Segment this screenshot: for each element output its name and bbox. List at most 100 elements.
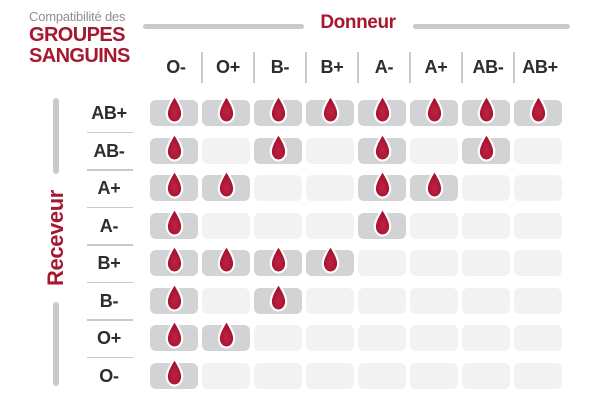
compatibility-cell bbox=[306, 137, 354, 164]
compatibility-cell bbox=[306, 244, 354, 276]
compatibility-cell bbox=[358, 325, 406, 351]
blood-drop-icon bbox=[477, 132, 495, 162]
donor-header: A- bbox=[374, 57, 394, 77]
compatibility-cell bbox=[358, 132, 406, 164]
compatibility-cell bbox=[514, 250, 562, 276]
donor-header: B+ bbox=[320, 57, 344, 77]
receiver-axis-label-wrap: Receveur bbox=[30, 184, 82, 292]
compatibility-cell bbox=[358, 362, 406, 389]
compatibility-cell bbox=[254, 132, 302, 164]
compatibility-cell bbox=[410, 362, 458, 389]
receiver-label: B- bbox=[99, 290, 119, 311]
compatibility-cell bbox=[410, 325, 458, 351]
receiver-axis-rule-top bbox=[53, 98, 59, 174]
column-separator bbox=[201, 52, 203, 83]
donor-header: O+ bbox=[216, 57, 240, 77]
compatibility-cell bbox=[150, 132, 198, 164]
blood-drop-icon bbox=[425, 94, 443, 124]
compatibility-cell bbox=[202, 362, 250, 389]
compatibility-cell bbox=[254, 244, 302, 276]
compatibility-cell bbox=[202, 287, 250, 314]
chart-title-block: Compatibilité des GROUPES SANGUINS bbox=[29, 9, 130, 67]
row-separator bbox=[87, 131, 133, 133]
donor-header: B- bbox=[270, 57, 290, 77]
compatibility-cell bbox=[358, 250, 406, 276]
donor-axis-rule-right bbox=[413, 24, 570, 29]
blood-drop-icon bbox=[217, 169, 235, 199]
receiver-axis-rule-bottom bbox=[53, 302, 59, 386]
donor-header: AB+ bbox=[522, 57, 558, 77]
compatibility-cell bbox=[462, 132, 510, 164]
compatibility-cell bbox=[514, 175, 562, 201]
blood-drop-icon bbox=[477, 94, 495, 124]
row-separator bbox=[87, 244, 133, 246]
compatibility-cell bbox=[202, 212, 250, 239]
blood-drop-icon bbox=[373, 132, 391, 162]
compatibility-cell bbox=[306, 212, 354, 239]
column-separator bbox=[253, 52, 255, 83]
compatibility-cell bbox=[462, 212, 510, 239]
row-separator bbox=[87, 319, 133, 321]
donor-header: O- bbox=[166, 57, 186, 77]
compatibility-cell bbox=[514, 362, 562, 389]
compatibility-cell bbox=[462, 250, 510, 276]
compatibility-cell bbox=[410, 94, 458, 126]
compatibility-cell bbox=[202, 94, 250, 126]
compatibility-cell bbox=[410, 169, 458, 201]
compatibility-cell bbox=[254, 212, 302, 239]
row-separator bbox=[87, 206, 133, 208]
compatibility-cell bbox=[202, 169, 250, 201]
blood-drop-icon bbox=[269, 282, 287, 312]
blood-drop-icon bbox=[321, 244, 339, 274]
title-line2: SANGUINS bbox=[29, 45, 130, 67]
column-separator bbox=[305, 52, 307, 83]
compatibility-cell bbox=[306, 94, 354, 126]
compatibility-cell bbox=[150, 94, 198, 126]
receiver-label: A+ bbox=[97, 178, 121, 198]
compatibility-cell bbox=[306, 362, 354, 389]
compatibility-cell bbox=[254, 362, 302, 389]
donor-axis-rule-left bbox=[143, 24, 304, 29]
compatibility-cell bbox=[358, 207, 406, 239]
receiver-label: AB- bbox=[93, 140, 125, 161]
donor-axis-label: Donneur bbox=[320, 12, 396, 33]
compatibility-cell bbox=[150, 169, 198, 201]
compatibility-cell bbox=[462, 94, 510, 126]
compatibility-cell bbox=[514, 325, 562, 351]
column-separator bbox=[409, 52, 411, 83]
compatibility-cell bbox=[254, 94, 302, 126]
compatibility-cell bbox=[202, 137, 250, 164]
compatibility-cell bbox=[358, 94, 406, 126]
row-separator bbox=[87, 281, 133, 283]
blood-drop-icon bbox=[165, 207, 183, 237]
compatibility-cell bbox=[150, 207, 198, 239]
compatibility-cell bbox=[514, 137, 562, 164]
compatibility-cell bbox=[150, 244, 198, 276]
compatibility-cell bbox=[410, 287, 458, 314]
column-separator bbox=[357, 52, 359, 83]
compatibility-cell bbox=[514, 212, 562, 239]
compatibility-cell bbox=[150, 282, 198, 314]
donor-column-headers: O- O+ B- B+ A- A+ AB- AB+ bbox=[150, 52, 566, 84]
row-separator bbox=[87, 356, 133, 358]
receiver-label: A- bbox=[99, 215, 119, 236]
compatibility-cell bbox=[202, 244, 250, 276]
compatibility-cell bbox=[462, 362, 510, 389]
blood-drop-icon bbox=[165, 282, 183, 312]
blood-drop-icon bbox=[269, 94, 287, 124]
blood-drop-icon bbox=[217, 319, 235, 349]
blood-drop-icon bbox=[529, 94, 547, 124]
blood-drop-icon bbox=[165, 169, 183, 199]
column-separator bbox=[461, 52, 463, 83]
compatibility-cell bbox=[514, 287, 562, 314]
compatibility-cell bbox=[306, 287, 354, 314]
row-separator bbox=[87, 169, 133, 171]
compatibility-cell bbox=[150, 357, 198, 389]
compatibility-cell bbox=[358, 169, 406, 201]
compatibility-cell bbox=[462, 175, 510, 201]
title-eyebrow: Compatibilité des bbox=[29, 9, 126, 24]
blood-drop-icon bbox=[373, 207, 391, 237]
blood-drop-icon bbox=[165, 319, 183, 349]
compatibility-matrix bbox=[150, 94, 566, 396]
